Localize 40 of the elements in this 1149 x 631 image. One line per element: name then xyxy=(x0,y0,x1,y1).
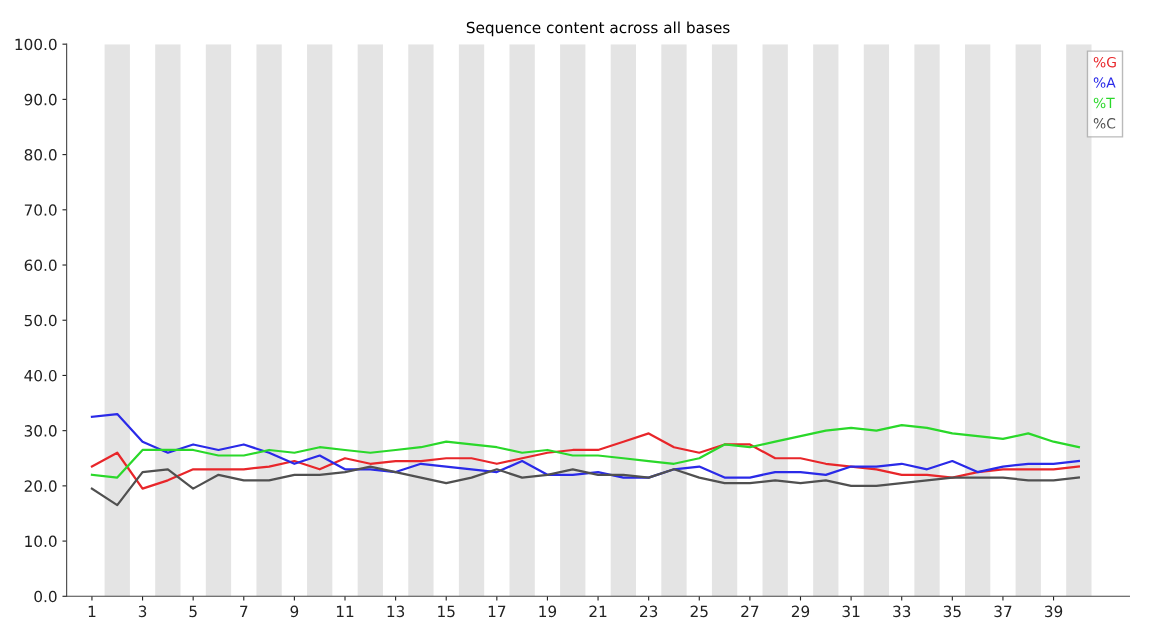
y-tick-label: 60.0 xyxy=(24,259,57,272)
x-tick-label: 7 xyxy=(240,605,248,617)
x-tick-label: 23 xyxy=(640,605,658,618)
x-tick-label: 39 xyxy=(1045,605,1063,618)
x-tick-label: 25 xyxy=(690,605,708,618)
y-tick-label: 0.0 xyxy=(34,590,57,603)
text: %C xyxy=(1093,118,1116,129)
x-tick-label: 31 xyxy=(842,605,860,618)
x-tick-label: 33 xyxy=(893,605,911,618)
chart-title: Sequence content across all bases xyxy=(466,21,730,37)
x-tick-label: 29 xyxy=(791,605,810,618)
x-tick-label: 35 xyxy=(943,605,961,618)
y-tick-label: 100.0 xyxy=(15,38,57,51)
x-tick-label: 15 xyxy=(438,605,455,618)
line-series xyxy=(90,412,1080,479)
y-tick-label: 80.0 xyxy=(24,149,57,161)
x-tick-label: 19 xyxy=(539,605,557,618)
y-tick-label: 50.0 xyxy=(24,314,57,327)
y-tick-label: 90.0 xyxy=(24,93,57,106)
x-tick-label: 21 xyxy=(589,605,607,617)
line-series xyxy=(90,465,1080,507)
y-tick-label: 70.0 xyxy=(24,204,57,216)
x-tick-label: 27 xyxy=(741,605,759,617)
y-tick-label: 40.0 xyxy=(24,369,57,382)
line-series xyxy=(90,432,1080,490)
x-tick-label: 13 xyxy=(387,605,405,618)
y-tick-label: 20.0 xyxy=(24,480,57,492)
x-tick-label: 37 xyxy=(994,605,1012,618)
text: %G xyxy=(1093,56,1116,68)
x-tick-label: 3 xyxy=(138,605,147,618)
text: %T xyxy=(1093,97,1115,109)
x-tick-label: 1 xyxy=(88,605,96,617)
text: %A xyxy=(1093,77,1116,88)
x-tick-label: 5 xyxy=(189,605,197,618)
x-tick-label: 17 xyxy=(488,605,506,617)
y-tick-label: 10.0 xyxy=(25,535,57,548)
x-tick-label: 11 xyxy=(336,605,354,617)
x-tick-label: 9 xyxy=(290,605,299,618)
y-tick-label: 30.0 xyxy=(24,425,57,437)
line-series xyxy=(90,424,1080,479)
